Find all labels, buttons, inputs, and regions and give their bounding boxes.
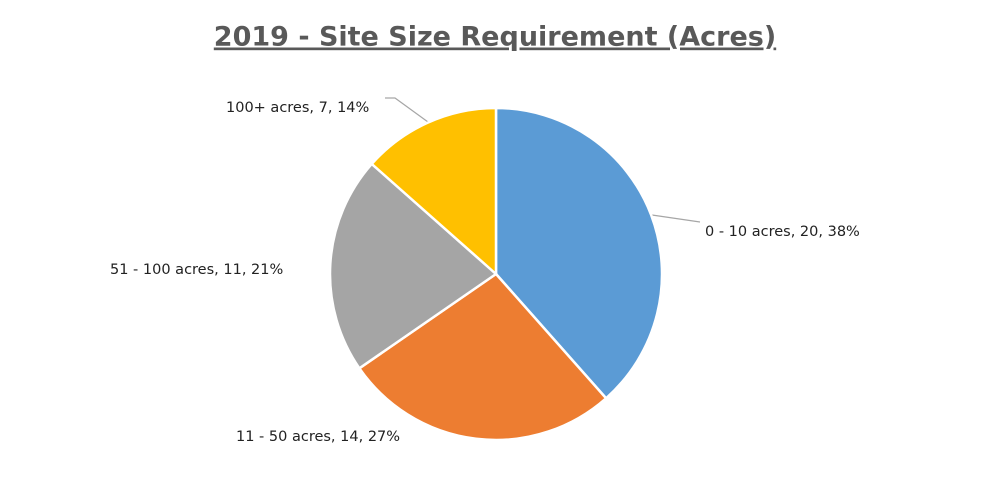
data-label: 11 - 50 acres, 14, 27% (236, 429, 400, 445)
pie-slice (494, 106, 664, 401)
data-label: 51 - 100 acres, 11, 21% (110, 262, 283, 278)
leader-line (651, 214, 701, 223)
leader-line (385, 97, 429, 123)
pie-slice (328, 162, 499, 371)
pie-slice (369, 106, 498, 277)
data-label: 100+ acres, 7, 14% (226, 100, 369, 116)
chart-title: 2019 - Site Size Requirement (Acres) (214, 22, 776, 53)
data-label: 0 - 10 acres, 20, 38% (705, 224, 860, 240)
pie-slice (357, 272, 608, 442)
